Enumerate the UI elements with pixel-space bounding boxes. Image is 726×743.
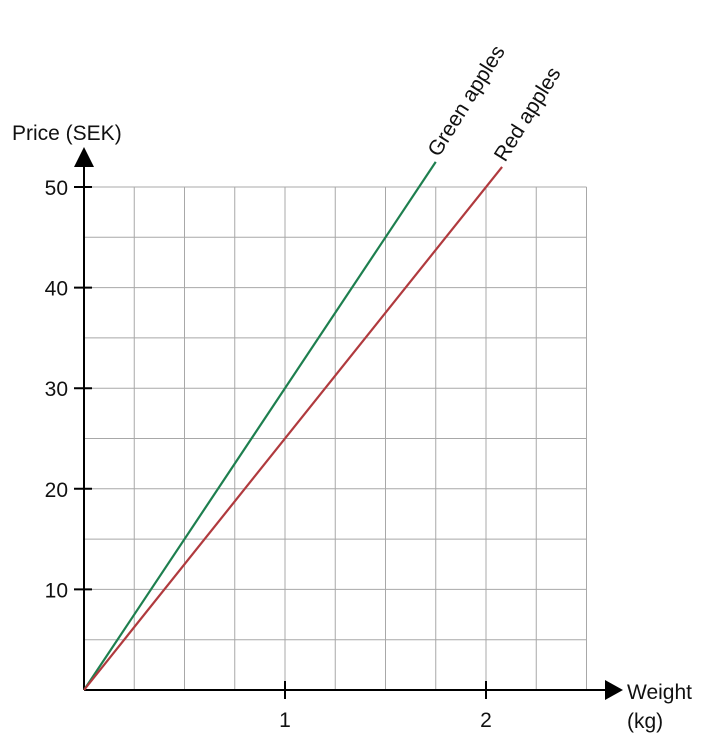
axes [74, 147, 623, 700]
x-axis-arrow-icon [605, 680, 623, 700]
y-tick-label: 10 [45, 579, 68, 602]
series-line [83, 161, 437, 691]
y-tick-label: 50 [45, 177, 68, 200]
series-line [83, 166, 503, 691]
y-tick-label: 20 [45, 479, 68, 502]
ticks: 10 20 30 40 50 1 2 [45, 177, 492, 732]
x-tick-label: 1 [279, 709, 291, 732]
x-axis-unit-label: (kg) [627, 710, 663, 733]
axis-labels: Price (SEK) Weight (kg) [12, 122, 692, 733]
y-axis-label: Price (SEK) [12, 122, 122, 145]
grid [84, 186, 587, 690]
y-tick-label: 30 [45, 378, 68, 401]
y-axis-arrow-icon [74, 147, 94, 167]
x-tick-label: 2 [480, 709, 492, 732]
y-tick-label: 40 [45, 278, 68, 301]
x-axis-label: Weight [627, 681, 692, 704]
series-label: Red apples [490, 63, 566, 165]
